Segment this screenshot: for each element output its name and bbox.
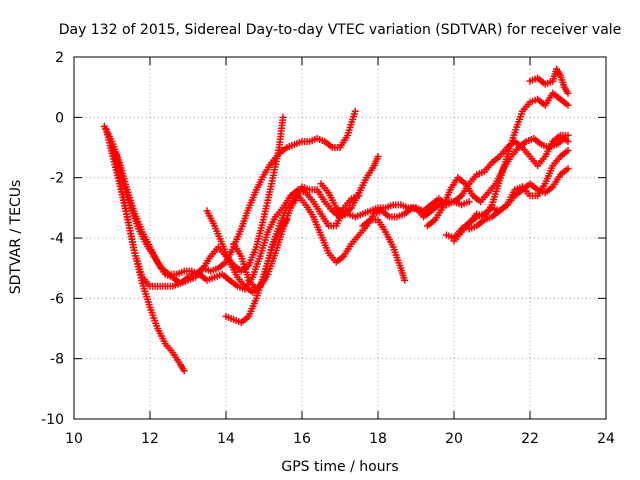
- x-axis-label: GPS time / hours: [281, 459, 398, 475]
- data-point-marker: [374, 153, 382, 161]
- y-axis-label: SDTVAR / TECUs: [8, 180, 24, 295]
- x-tick-label: 16: [293, 431, 311, 447]
- x-tick-label: 24: [597, 431, 615, 447]
- x-tick-label: 18: [369, 431, 387, 447]
- x-tick-label: 14: [217, 431, 235, 447]
- data-point-marker: [401, 276, 409, 284]
- data-point-marker: [351, 107, 359, 115]
- data-point-marker: [564, 131, 572, 139]
- y-tick-label: -10: [41, 412, 64, 428]
- x-tick-label: 20: [445, 431, 463, 447]
- series-arc-14: [465, 147, 572, 233]
- data-point-marker: [564, 165, 572, 173]
- series-arc-8: [317, 153, 382, 218]
- data-series: [100, 65, 572, 375]
- data-point-marker: [564, 89, 572, 97]
- data-point-marker: [465, 198, 473, 206]
- data-point-marker: [564, 101, 572, 109]
- data-point-marker: [279, 113, 287, 121]
- data-point-marker: [180, 367, 188, 375]
- y-tick-label: -8: [50, 352, 64, 368]
- y-tick-label: -4: [50, 231, 64, 247]
- axis-ticks: 10 12 14 16 18 20 22 24 -10 -8 -6 -4 -2 0 2: [41, 50, 615, 447]
- data-point-marker: [564, 147, 572, 155]
- x-tick-label: 12: [141, 431, 159, 447]
- series-arc-15: [526, 65, 572, 97]
- chart-title: Day 132 of 2015, Sidereal Day-to-day VTE…: [59, 22, 622, 38]
- y-tick-label: 0: [55, 110, 64, 126]
- data-point-marker: [564, 137, 572, 145]
- x-tick-label: 10: [65, 431, 83, 447]
- data-point-marker: [283, 216, 291, 224]
- y-tick-label: -2: [50, 171, 64, 187]
- y-tick-label: -6: [50, 291, 64, 307]
- series-arc-9: [359, 216, 409, 284]
- y-tick-label: 2: [55, 50, 64, 66]
- x-tick-label: 22: [521, 431, 539, 447]
